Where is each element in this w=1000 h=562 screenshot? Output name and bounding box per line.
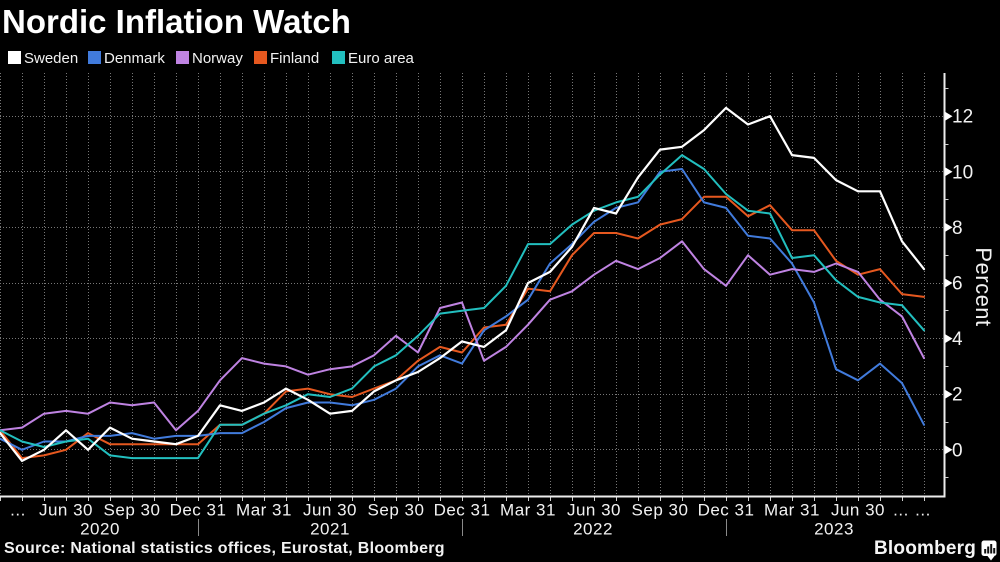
svg-text:Sep 30: Sep 30 [104, 501, 161, 520]
svg-text:Dec 31: Dec 31 [434, 501, 491, 520]
svg-text:2022: 2022 [573, 520, 613, 539]
svg-text:2: 2 [952, 385, 963, 406]
svg-text:Jun 30: Jun 30 [567, 501, 621, 520]
svg-text:Mar 31: Mar 31 [500, 501, 556, 520]
svg-text:0: 0 [952, 440, 963, 461]
svg-text:2023: 2023 [814, 520, 854, 539]
svg-text:4: 4 [952, 329, 963, 350]
svg-text:Mar 31: Mar 31 [764, 501, 820, 520]
svg-text:6: 6 [952, 274, 963, 295]
svg-text:Mar 31: Mar 31 [236, 501, 292, 520]
svg-text:Jun 30: Jun 30 [831, 501, 885, 520]
svg-text:Dec 31: Dec 31 [170, 501, 227, 520]
svg-text:Percent: Percent [971, 247, 996, 326]
svg-text:8: 8 [952, 218, 963, 239]
svg-text:...: ... [915, 501, 931, 520]
svg-text:...: ... [10, 501, 26, 520]
svg-text:Jun 30: Jun 30 [303, 501, 357, 520]
svg-text:12: 12 [952, 107, 973, 128]
svg-text:Dec 31: Dec 31 [698, 501, 755, 520]
svg-text:2021: 2021 [310, 520, 350, 539]
svg-text:Sep 30: Sep 30 [632, 501, 689, 520]
svg-text:10: 10 [952, 162, 973, 183]
svg-text:Jun 30: Jun 30 [39, 501, 93, 520]
svg-text:...: ... [893, 501, 909, 520]
svg-text:Sep 30: Sep 30 [368, 501, 425, 520]
svg-text:2020: 2020 [80, 520, 120, 539]
